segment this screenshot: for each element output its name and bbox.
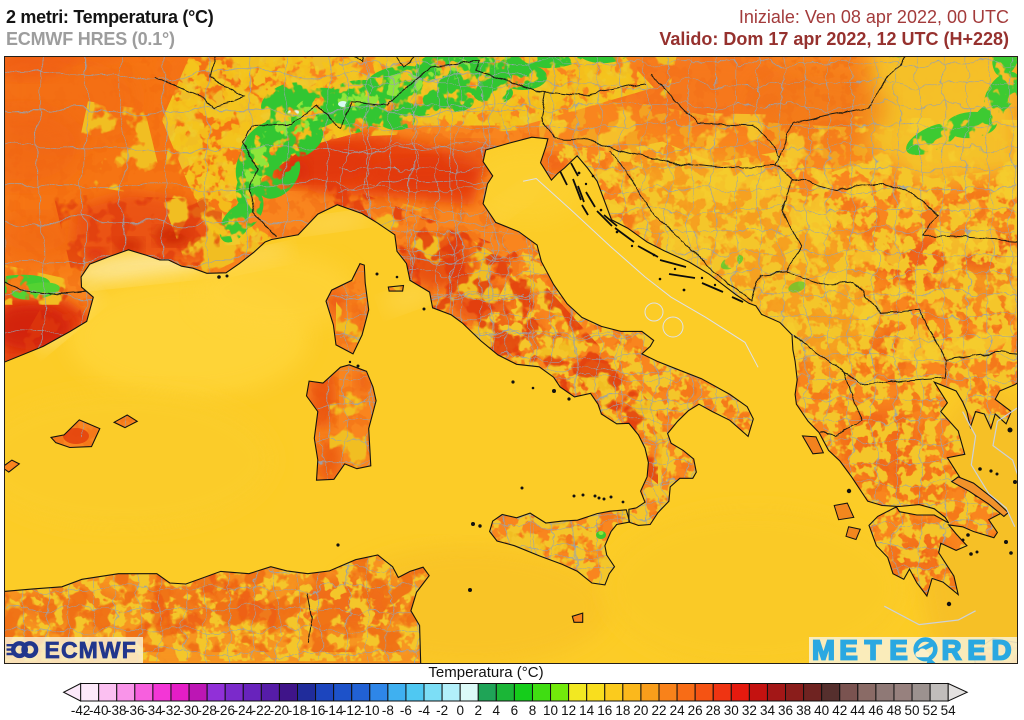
svg-text:28: 28 <box>706 703 721 718</box>
svg-text:-14: -14 <box>324 703 344 718</box>
svg-text:E: E <box>889 635 907 665</box>
svg-text:-16: -16 <box>306 703 326 718</box>
svg-text:30: 30 <box>724 703 739 718</box>
svg-text:18: 18 <box>615 703 630 718</box>
svg-text:-32: -32 <box>161 703 181 718</box>
svg-text:-20: -20 <box>270 703 290 718</box>
svg-text:10: 10 <box>543 703 558 718</box>
svg-text:38: 38 <box>796 703 811 718</box>
svg-text:-34: -34 <box>143 703 163 718</box>
svg-text:-30: -30 <box>179 703 199 718</box>
svg-text:-22: -22 <box>252 703 272 718</box>
svg-text:36: 36 <box>778 703 793 718</box>
svg-text:E: E <box>839 635 857 665</box>
svg-text:2: 2 <box>474 703 482 718</box>
svg-text:50: 50 <box>904 703 919 718</box>
svg-text:6: 6 <box>511 703 519 718</box>
svg-text:-38: -38 <box>107 703 127 718</box>
svg-text:46: 46 <box>868 703 883 718</box>
svg-text:24: 24 <box>670 703 686 718</box>
svg-text:-6: -6 <box>400 703 412 718</box>
svg-text:26: 26 <box>688 703 703 718</box>
svg-text:44: 44 <box>850 703 866 718</box>
svg-text:42: 42 <box>832 703 847 718</box>
svg-text:0: 0 <box>456 703 464 718</box>
svg-text:R: R <box>942 635 962 665</box>
svg-text:M: M <box>812 635 835 665</box>
svg-text:-42: -42 <box>71 703 91 718</box>
svg-text:-40: -40 <box>89 703 109 718</box>
svg-text:34: 34 <box>760 703 776 718</box>
svg-text:54: 54 <box>941 703 957 718</box>
svg-text:D: D <box>992 635 1012 665</box>
svg-text:20: 20 <box>633 703 648 718</box>
svg-text:-12: -12 <box>342 703 362 718</box>
svg-text:ECMWF: ECMWF <box>45 637 137 663</box>
svg-text:-36: -36 <box>125 703 145 718</box>
svg-text:T: T <box>865 635 882 665</box>
svg-text:40: 40 <box>814 703 829 718</box>
svg-text:-2: -2 <box>436 703 448 718</box>
svg-text:52: 52 <box>923 703 938 718</box>
svg-text:8: 8 <box>529 703 537 718</box>
svg-text:48: 48 <box>886 703 901 718</box>
svg-text:14: 14 <box>579 703 595 718</box>
svg-text:E: E <box>967 635 985 665</box>
svg-text:-4: -4 <box>418 703 430 718</box>
svg-text:4: 4 <box>493 703 501 718</box>
svg-text:12: 12 <box>561 703 576 718</box>
svg-text:-10: -10 <box>360 703 380 718</box>
svg-text:-24: -24 <box>234 703 254 718</box>
svg-text:16: 16 <box>597 703 612 718</box>
svg-text:-28: -28 <box>197 703 217 718</box>
svg-text:22: 22 <box>651 703 666 718</box>
svg-text:-8: -8 <box>382 703 394 718</box>
svg-text:32: 32 <box>742 703 757 718</box>
svg-text:-26: -26 <box>215 703 235 718</box>
svg-text:-18: -18 <box>288 703 308 718</box>
